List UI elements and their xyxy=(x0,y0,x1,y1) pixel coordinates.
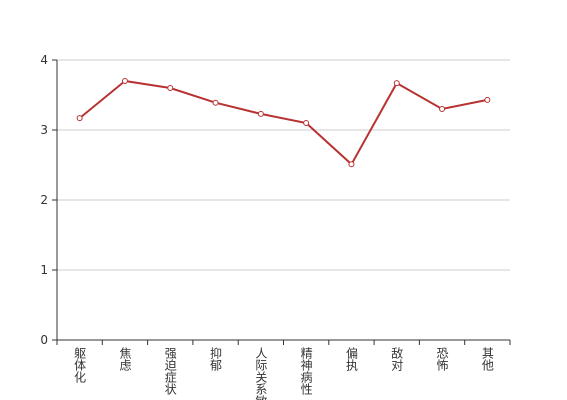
y-tick-label: 2 xyxy=(40,193,48,207)
point xyxy=(393,80,400,87)
y-tick-label: 4 xyxy=(40,53,48,67)
x-tick-label: 精神病性 xyxy=(299,347,313,396)
point xyxy=(484,96,491,103)
point xyxy=(257,110,264,117)
point xyxy=(167,85,174,91)
point xyxy=(303,120,310,126)
x-tick-label: 敌对 xyxy=(390,346,404,371)
y-tick-label: 1 xyxy=(40,263,48,277)
x-tick-label: 抑郁 xyxy=(209,346,223,372)
y-tick-label: 0 xyxy=(40,333,48,347)
x-tick-label: 偏执 xyxy=(344,346,358,372)
point xyxy=(121,78,128,84)
x-tick-label: 躯体化 xyxy=(73,346,87,384)
point xyxy=(76,115,83,122)
point xyxy=(212,99,219,106)
point xyxy=(439,106,446,112)
x-tick-label: 人际关系敏感 xyxy=(254,347,268,400)
line xyxy=(79,79,488,166)
y-tick-label: 3 xyxy=(40,123,48,137)
x-tick-label: 焦虑 xyxy=(118,347,132,371)
point xyxy=(348,161,355,168)
x-tick-label: 恐怖 xyxy=(435,347,449,371)
x-tick-label: 其他 xyxy=(480,347,494,371)
x-tick-label: 强迫症状 xyxy=(163,347,177,395)
